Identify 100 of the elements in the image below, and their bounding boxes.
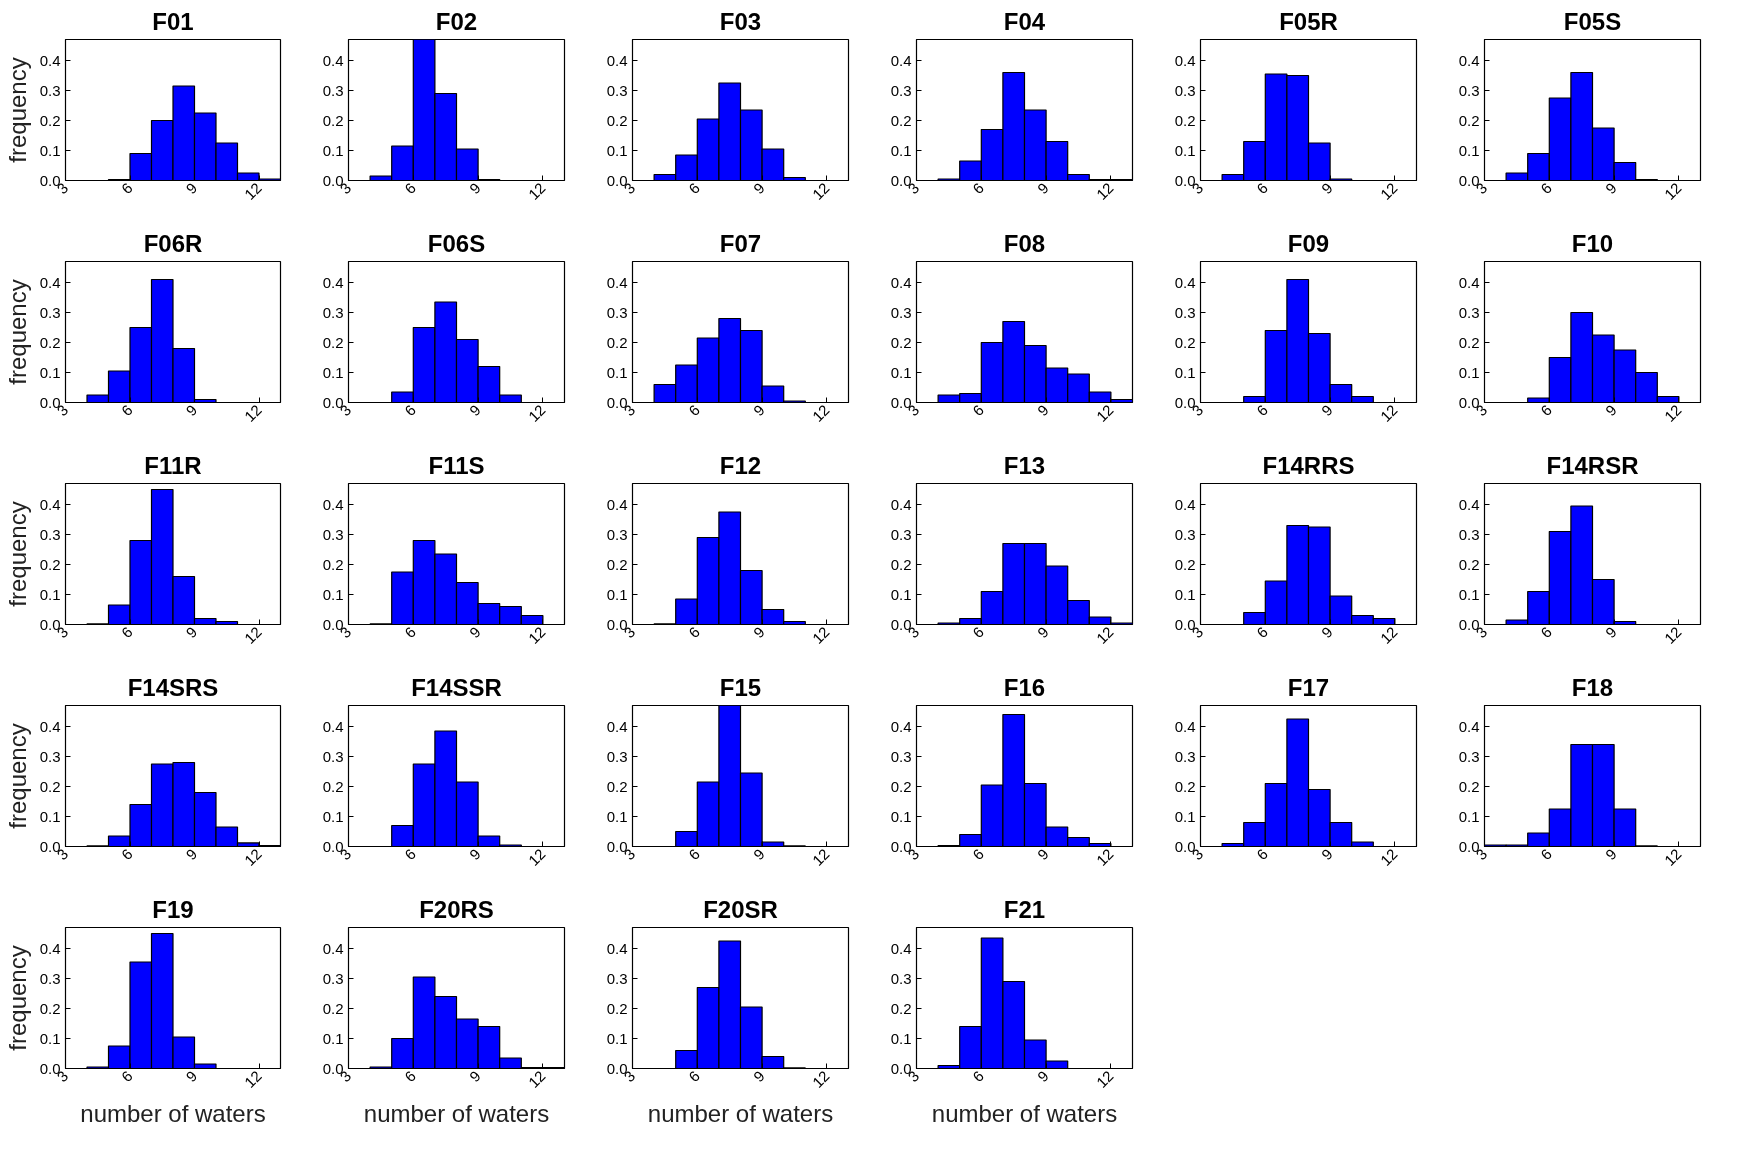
x-tick-label: 9 <box>1317 623 1336 642</box>
y-tick-label: 0.3 <box>39 303 61 321</box>
y-tick-label: 0.4 <box>1458 273 1480 291</box>
x-tick-label: 6 <box>1253 179 1271 198</box>
y-axis-title: frequency <box>3 501 31 607</box>
x-tick-label: 12 <box>1376 845 1401 869</box>
x-tick-label: 6 <box>969 179 987 198</box>
y-tick-label: 0.4 <box>322 273 344 291</box>
y-tick-label: 0.3 <box>1458 81 1480 99</box>
x-tick-label: 9 <box>1601 623 1620 642</box>
x-axis-title: number of waters <box>80 1100 266 1128</box>
chart-title: F12 <box>719 451 762 479</box>
y-tick-label: 0.1 <box>322 363 344 381</box>
y-tick-label: 0.4 <box>322 717 344 735</box>
x-tick-label: 12 <box>524 1067 549 1091</box>
x-tick-label: 12 <box>240 401 265 425</box>
chart-title: F08 <box>1003 229 1046 257</box>
x-tick-label: 12 <box>524 845 549 869</box>
x-tick-label: 12 <box>1660 401 1685 425</box>
y-tick-label: 0.4 <box>890 51 912 69</box>
x-tick-label: 9 <box>1317 179 1336 198</box>
y-tick-label: 0.1 <box>606 585 628 603</box>
chart-title: F18 <box>1571 673 1614 701</box>
x-tick-label: 9 <box>465 401 484 420</box>
x-tick-label: 9 <box>182 401 201 420</box>
x-tick-label: 6 <box>401 179 419 198</box>
y-tick-label: 0.1 <box>890 1029 912 1047</box>
y-tick-label: 0.3 <box>322 747 344 765</box>
x-tick-label: 12 <box>1092 401 1117 425</box>
y-tick-label: 0.3 <box>39 969 61 987</box>
y-tick-label: 0.4 <box>39 495 61 513</box>
x-tick-label: 12 <box>524 623 549 647</box>
x-tick-label: 12 <box>1660 845 1685 869</box>
y-tick-label: 0.4 <box>1458 717 1480 735</box>
x-tick-label: 12 <box>524 401 549 425</box>
chart-title: F05S <box>1563 7 1622 35</box>
chart-title: F05R <box>1279 7 1338 35</box>
chart-title: F17 <box>1287 673 1330 701</box>
x-tick-label: 9 <box>1033 623 1052 642</box>
x-tick-label: 12 <box>1092 623 1117 647</box>
y-tick-label: 0.2 <box>322 333 344 351</box>
x-tick-label: 6 <box>117 1067 136 1086</box>
x-tick-label: 6 <box>685 1067 703 1086</box>
y-tick-label: 0.4 <box>1174 717 1196 735</box>
x-tick-label: 12 <box>808 179 833 203</box>
y-tick-label: 0.2 <box>322 555 344 573</box>
y-tick-label: 0.1 <box>890 141 912 159</box>
y-axis-title: frequency <box>3 57 31 163</box>
x-tick-label: 9 <box>749 623 768 642</box>
y-axis-title: frequency <box>3 945 31 1051</box>
y-tick-label: 0.3 <box>1174 81 1196 99</box>
y-tick-label: 0.2 <box>322 777 344 795</box>
x-tick-label: 9 <box>1033 845 1052 864</box>
x-tick-label: 9 <box>1601 179 1620 198</box>
x-tick-label: 12 <box>1376 401 1401 425</box>
x-tick-label: 9 <box>1033 401 1052 420</box>
chart-title: F06S <box>427 229 486 257</box>
y-tick-label: 0.3 <box>606 747 628 765</box>
x-tick-label: 12 <box>1376 623 1401 647</box>
x-tick-label: 6 <box>685 623 703 642</box>
y-tick-label: 0.2 <box>606 333 628 351</box>
x-tick-label: 9 <box>465 623 484 642</box>
x-tick-label: 6 <box>685 845 703 864</box>
chart-title: F07 <box>719 229 762 257</box>
x-tick-label: 6 <box>969 401 987 420</box>
x-tick-label: 12 <box>808 401 833 425</box>
y-tick-label: 0.2 <box>1458 333 1480 351</box>
x-tick-label: 9 <box>1317 401 1336 420</box>
y-tick-label: 0.4 <box>606 939 628 957</box>
x-tick-label: 12 <box>1660 623 1685 647</box>
y-tick-label: 0.1 <box>39 141 61 159</box>
chart-title: F03 <box>719 7 762 35</box>
y-tick-label: 0.2 <box>322 111 344 129</box>
x-tick-label: 12 <box>808 1067 833 1091</box>
y-axis-title: frequency <box>3 723 31 829</box>
y-tick-label: 0.3 <box>1174 747 1196 765</box>
x-tick-label: 9 <box>465 845 484 864</box>
y-tick-label: 0.2 <box>1174 111 1196 129</box>
y-tick-label: 0.3 <box>890 525 912 543</box>
y-tick-label: 0.2 <box>1174 333 1196 351</box>
y-tick-label: 0.4 <box>322 939 344 957</box>
y-tick-label: 0.1 <box>39 807 61 825</box>
x-tick-label: 6 <box>1253 623 1271 642</box>
y-tick-label: 0.2 <box>890 999 912 1017</box>
y-tick-label: 0.2 <box>39 555 61 573</box>
x-tick-label: 12 <box>1092 179 1117 203</box>
x-tick-label: 9 <box>1033 1067 1052 1086</box>
x-tick-label: 6 <box>1253 401 1271 420</box>
chart-title: F01 <box>152 7 194 35</box>
y-tick-label: 0.3 <box>1174 525 1196 543</box>
x-tick-label: 6 <box>1537 845 1555 864</box>
x-tick-label: 6 <box>117 179 136 198</box>
y-tick-label: 0.2 <box>890 111 912 129</box>
y-tick-label: 0.1 <box>606 1029 628 1047</box>
y-tick-label: 0.4 <box>322 51 344 69</box>
y-tick-label: 0.2 <box>1174 777 1196 795</box>
y-tick-label: 0.3 <box>39 747 61 765</box>
x-tick-label: 6 <box>1537 179 1555 198</box>
chart-title: F16 <box>1003 673 1046 701</box>
y-tick-label: 0.3 <box>322 525 344 543</box>
